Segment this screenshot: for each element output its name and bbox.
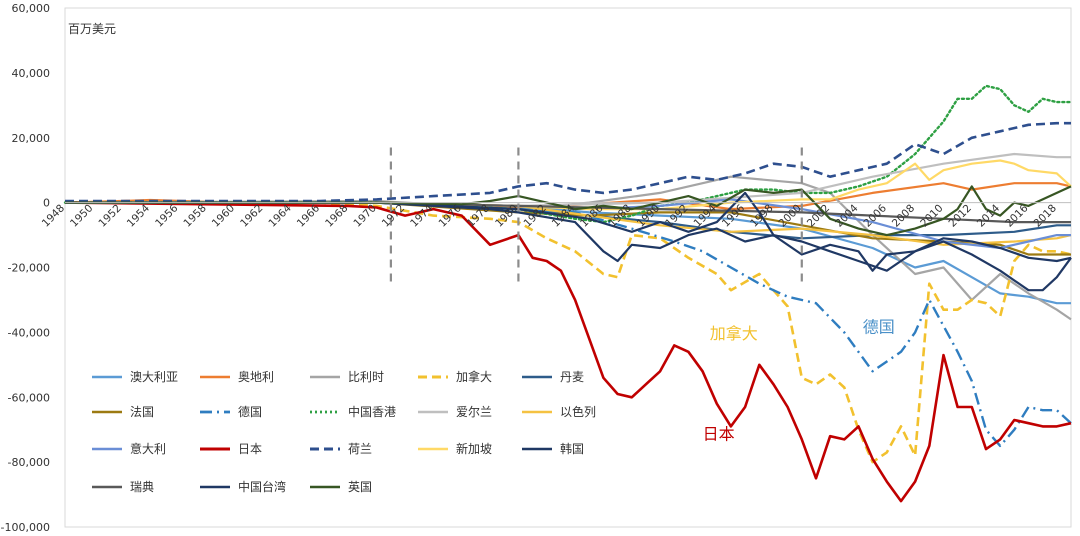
legend-label: 德国 [238,404,262,419]
plot-area [64,7,1072,528]
y-tick-label: 40,000 [12,67,51,80]
legend-label: 意大利 [130,441,166,456]
series-line [64,201,1072,503]
annotation-label: 加拿大 [710,324,758,343]
legend-label: 中国台湾 [238,479,286,494]
legend-label: 以色列 [560,405,596,419]
legend-label: 英国 [348,480,372,494]
series-line [65,201,1072,448]
series-line [65,121,1071,203]
y-tick-label: -100,000 [1,521,50,534]
legend-label: 丹麦 [560,370,584,384]
y-tick-label: -20,000 [8,262,50,275]
annotation-label: 德国 [863,317,895,336]
series-line [63,84,1073,224]
legend-label: 法国 [130,405,154,419]
legend-label: 荷兰 [348,442,372,456]
y-tick-label: -40,000 [8,326,50,339]
annotation-label: 日本 [703,424,735,443]
legend-label: 瑞典 [130,480,154,494]
series-line [65,201,1072,464]
legend-label: 韩国 [560,441,584,456]
legend-label: 中国香港 [348,404,396,419]
y-tick-label: -60,000 [8,391,50,404]
legend-label: 比利时 [348,370,384,384]
vertical-markers [389,147,803,284]
legend-label: 日本 [238,442,262,456]
series-line [65,159,1072,211]
series-line [65,201,1072,272]
y-tick-label: 20,000 [12,132,51,145]
series-line [65,185,1072,237]
y-tick-label: 0 [43,197,50,210]
y-tick-label: 60,000 [12,2,51,15]
unit-label: 百万美元 [68,22,116,36]
legend-label: 奥地利 [238,370,274,384]
legend-label: 新加坡 [456,441,492,456]
y-axis: 60,000 40,000 20,000 0 -20,000 -40,000 -60,000… [1,2,50,534]
series-line [65,191,1072,292]
legend-label: 澳大利亚 [130,370,178,384]
y-tick-label: -80,000 [8,456,50,469]
legend-label: 加拿大 [456,369,492,384]
legend-label: 爱尔兰 [456,404,492,419]
